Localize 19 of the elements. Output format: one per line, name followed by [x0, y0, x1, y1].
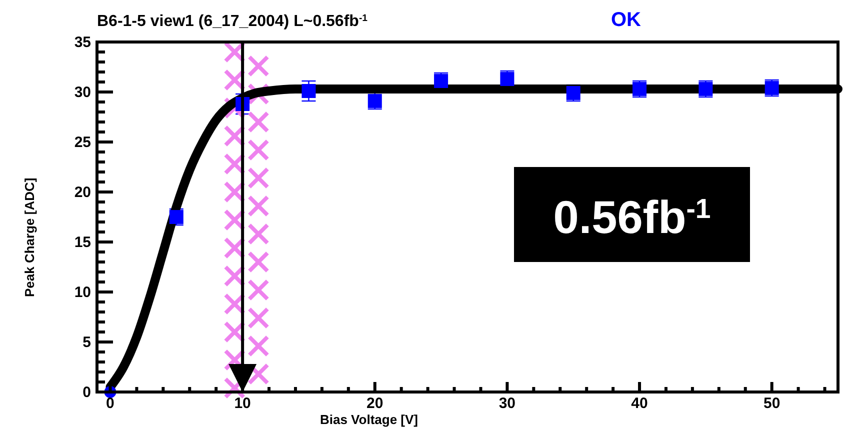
text: OK: [611, 9, 642, 31]
chart-title: B6-1-5 view1 (6_17_2004) L~0.56fb$^{-1}$: [97, 12, 368, 30]
x-tick-label: 10: [234, 395, 251, 412]
y-tick-label: 5: [82, 334, 91, 351]
x-axis-title: Bias Voltage [V]: [320, 412, 418, 427]
y-tick-label: 10: [74, 284, 91, 301]
y-tick-label: 30: [74, 84, 91, 101]
x-tick-label: 50: [763, 395, 780, 412]
y-tick-label: 0: [82, 384, 91, 401]
y-axis-title: Peak Charge [ADC]: [22, 178, 37, 297]
annotation: 0.56fb$^{-1}$: [553, 191, 711, 243]
x-tick-label: 20: [366, 395, 384, 412]
x-tick-label: 40: [631, 395, 648, 412]
y-tick-label: 20: [74, 184, 91, 201]
y-tick-label: 15: [74, 234, 91, 251]
x-tick-label: 30: [498, 395, 516, 412]
y-tick-label: 25: [74, 134, 91, 151]
y-tick-label: 35: [74, 34, 91, 51]
x-tick-label: 0: [106, 395, 114, 412]
